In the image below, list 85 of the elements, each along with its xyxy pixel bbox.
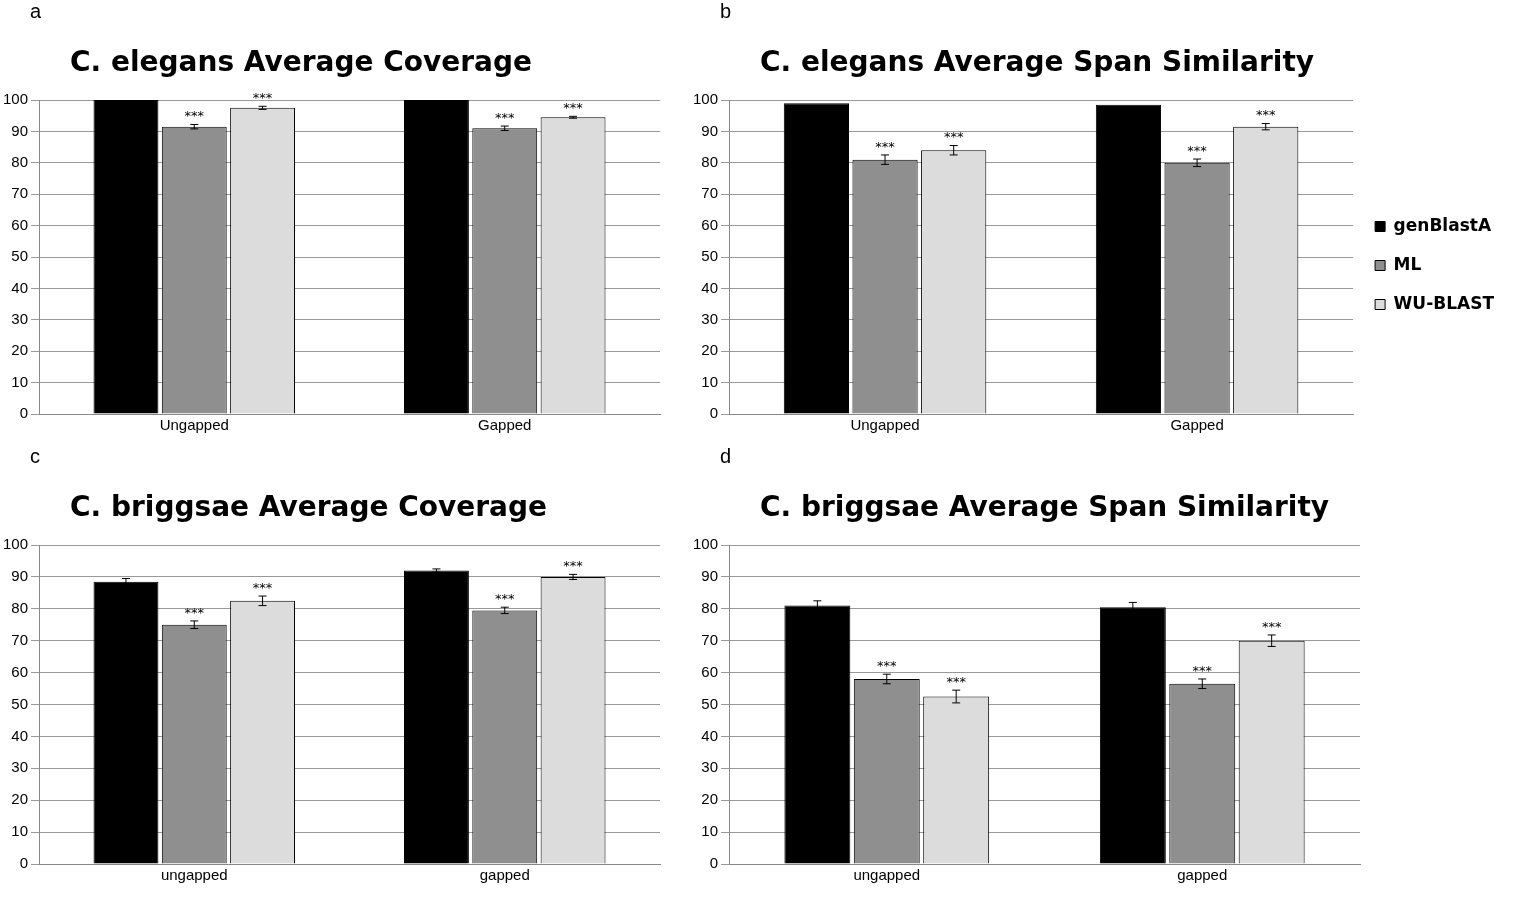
data-label: *** xyxy=(184,604,205,620)
y-tick-label: 100 xyxy=(3,90,29,108)
legend-label: ML xyxy=(1393,253,1422,274)
y-tick-label: 30 xyxy=(701,309,719,327)
y-tick-label: 0 xyxy=(709,854,719,872)
y-tick-label: 10 xyxy=(701,372,719,390)
data-label: *** xyxy=(495,591,516,607)
y-tick-label: 80 xyxy=(11,152,29,170)
y-tick-label: 90 xyxy=(701,567,719,585)
x-tick-label: Gapped xyxy=(478,416,532,434)
y-tick-label: 80 xyxy=(11,598,29,616)
legend-label: genBlastA xyxy=(1393,214,1492,235)
y-tick-label: 60 xyxy=(11,215,29,233)
y-tick-label: 100 xyxy=(3,535,29,553)
bar xyxy=(783,103,850,414)
y-tick-label: 10 xyxy=(701,822,719,840)
bar xyxy=(404,570,469,864)
chart-title: C. elegans Average Span Similarity xyxy=(760,45,1315,78)
y-tick-label: 20 xyxy=(11,790,29,808)
x-tick-label: Ungapped xyxy=(159,416,229,434)
y-tick-label: 40 xyxy=(11,726,29,744)
y-tick-label: 0 xyxy=(709,404,719,422)
x-tick-label: Ungapped xyxy=(850,416,920,434)
text: c xyxy=(30,445,40,468)
data-label: *** xyxy=(877,658,898,674)
legend-label: WU-BLAST xyxy=(1393,292,1495,313)
y-tick-label: 40 xyxy=(701,278,719,296)
data-label: *** xyxy=(1261,618,1282,634)
y-tick-label: 90 xyxy=(11,567,29,585)
y-tick-label: 30 xyxy=(701,758,719,776)
y-tick-label: 20 xyxy=(701,790,719,808)
data-label: *** xyxy=(1192,662,1213,678)
x-tick-label: ungapped xyxy=(853,866,921,884)
y-tick-label: 90 xyxy=(11,121,29,139)
y-tick-label: 60 xyxy=(701,662,719,680)
y-tick-label: 50 xyxy=(701,694,719,712)
y-tick-label: 100 xyxy=(693,90,719,108)
y-tick-label: 80 xyxy=(701,152,719,170)
y-tick-label: 70 xyxy=(11,184,29,202)
bar xyxy=(93,581,159,864)
data-label: *** xyxy=(875,138,896,154)
data-label: *** xyxy=(495,109,516,125)
data-label: *** xyxy=(1255,107,1276,123)
bar xyxy=(1095,104,1162,414)
x-tick-label: ungapped xyxy=(160,866,228,884)
data-label: *** xyxy=(946,674,967,690)
text: d xyxy=(720,445,732,468)
y-tick-label: 30 xyxy=(11,758,29,776)
bar xyxy=(404,100,469,414)
x-tick-label: gapped xyxy=(1177,866,1228,884)
data-label: *** xyxy=(252,90,273,106)
y-tick-label: 80 xyxy=(701,598,719,616)
y-tick-label: 0 xyxy=(19,854,29,872)
y-tick-label: 10 xyxy=(11,372,29,390)
y-tick-label: 90 xyxy=(701,121,719,139)
y-tick-label: 100 xyxy=(693,535,719,553)
text: b xyxy=(720,0,732,23)
y-tick-label: 0 xyxy=(19,404,29,422)
data-label: *** xyxy=(252,579,273,595)
y-tick-label: 50 xyxy=(11,694,29,712)
data-label: *** xyxy=(1187,142,1208,158)
bar xyxy=(93,100,159,414)
y-tick-label: 70 xyxy=(11,630,29,648)
data-label: *** xyxy=(563,558,584,574)
y-tick-label: 70 xyxy=(701,184,719,202)
data-label: *** xyxy=(184,108,205,124)
y-tick-label: 40 xyxy=(11,278,29,296)
y-tick-label: 30 xyxy=(11,309,29,327)
y-tick-label: 50 xyxy=(701,247,719,265)
text: a xyxy=(30,0,42,23)
data-label: *** xyxy=(563,100,584,116)
data-label: *** xyxy=(943,129,964,145)
chart-title: C. briggsae Average Coverage xyxy=(70,490,547,523)
chart-title: C. briggsae Average Span Similarity xyxy=(760,490,1330,523)
y-tick-label: 40 xyxy=(701,726,719,744)
y-tick-label: 50 xyxy=(11,247,29,265)
y-tick-label: 70 xyxy=(701,630,719,648)
chart-title: C. elegans Average Coverage xyxy=(70,45,532,78)
y-tick-label: 10 xyxy=(11,822,29,840)
y-tick-label: 20 xyxy=(11,341,29,359)
x-tick-label: Gapped xyxy=(1170,416,1224,434)
x-tick-label: gapped xyxy=(479,866,530,884)
y-tick-label: 20 xyxy=(701,341,719,359)
y-tick-label: 60 xyxy=(11,662,29,680)
y-tick-label: 60 xyxy=(701,215,719,233)
